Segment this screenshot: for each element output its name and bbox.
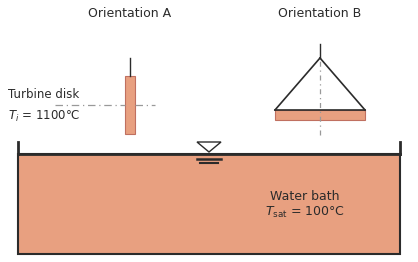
Bar (125, 76, 135, 134)
Text: $T_{\mathrm{sat}}$ = 100°C: $T_{\mathrm{sat}}$ = 100°C (265, 204, 345, 220)
Text: Orientation B: Orientation B (278, 7, 362, 20)
Text: $T_i$ = 1100°C: $T_i$ = 1100°C (8, 109, 81, 124)
Bar (18, 154, 400, 254)
Polygon shape (197, 142, 221, 152)
Text: Water bath: Water bath (270, 190, 340, 204)
Text: Turbine disk: Turbine disk (8, 88, 79, 101)
Bar (275, 110, 365, 120)
Text: Orientation A: Orientation A (89, 7, 171, 20)
